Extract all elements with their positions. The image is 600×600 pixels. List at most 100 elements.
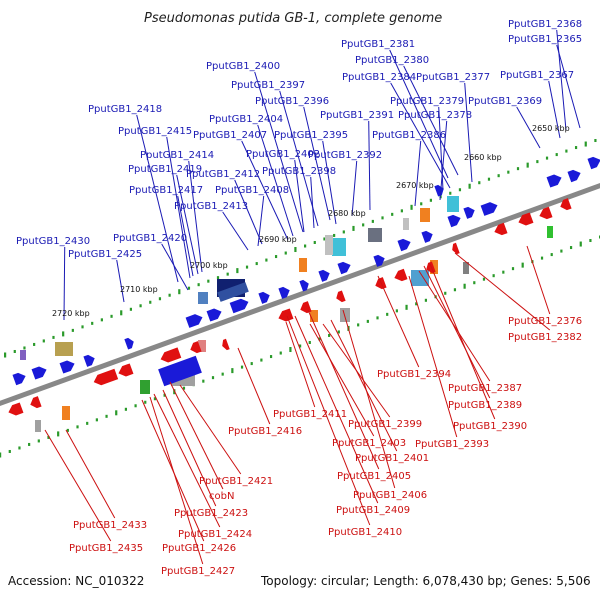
gene-arrow [124, 337, 134, 350]
tick-dot [279, 351, 282, 355]
tick-dot [71, 328, 74, 332]
tick-dot [391, 212, 394, 216]
gene-arrow [160, 347, 182, 363]
tick-dot [555, 153, 558, 157]
gene-label-top: PputGB1_2400 [206, 61, 280, 72]
leader-line [285, 321, 316, 408]
tick-dot [511, 267, 515, 271]
feature-box [332, 238, 346, 256]
leader-line [389, 49, 449, 179]
leader-line [294, 159, 305, 233]
gene-label-bottom: PputGB1_2423 [174, 508, 248, 519]
kbp-tick-label: 2670 kbp [396, 181, 434, 190]
leader-line [548, 80, 561, 139]
tick-dot [255, 262, 258, 266]
kbp-tick-label: 2680 kbp [328, 209, 366, 218]
tick-dot [386, 312, 389, 316]
tick-dot [328, 333, 331, 337]
gene-arrow [567, 169, 581, 183]
tick-dot [13, 349, 16, 353]
gene-arrow [300, 301, 312, 314]
tick-dot [105, 414, 108, 418]
leader-line [177, 195, 194, 277]
leader-line [179, 384, 242, 475]
feature-box [140, 380, 150, 394]
tick-dot [569, 246, 573, 250]
gene-label-bottom: PputGB1_2405 [337, 471, 411, 482]
tick-dot [8, 449, 11, 453]
gene-label-top: PputGB1_2414 [140, 150, 214, 161]
gene-label-bottom: PputGB1_2389 [448, 400, 522, 411]
tick-dot [52, 335, 55, 339]
tick-dot [371, 219, 374, 223]
leader-line [286, 315, 371, 526]
leader-line [136, 114, 179, 283]
tick-dot [526, 162, 529, 168]
gene-label-bottom: PputGB1_2387 [448, 383, 522, 394]
gene-arrow [587, 156, 600, 170]
gene-arrows [8, 156, 600, 416]
tick-dot [115, 410, 118, 416]
gene-arrow [278, 286, 290, 299]
leader-line [116, 259, 125, 303]
tick-dot [221, 372, 224, 376]
kbp-tick-label: 2690 kbp [259, 235, 297, 244]
tick-dot [308, 340, 311, 344]
tick-dot [550, 253, 553, 257]
tick-dot [410, 204, 413, 210]
gene-arrow [336, 290, 346, 303]
leader-line [166, 136, 191, 279]
gene-block [158, 355, 202, 387]
tick-dot [91, 321, 94, 325]
gene-arrow [373, 254, 385, 267]
genome-backbone [0, 182, 600, 407]
tick-dot [226, 272, 229, 276]
gene-arrow [222, 338, 230, 351]
tick-dot [260, 358, 263, 362]
leader-line [254, 71, 304, 233]
tick-dot [540, 256, 544, 260]
tick-dot [333, 233, 336, 237]
tick-dot [250, 362, 253, 366]
leader-line [63, 246, 66, 321]
tick-dot [124, 407, 128, 411]
leader-line [342, 309, 396, 489]
tick-dot [178, 289, 181, 295]
gene-label-bottom: PputGB1_2421 [199, 476, 273, 487]
gene-arrow [480, 202, 498, 216]
gene-label-bottom: PputGB1_2426 [162, 543, 236, 554]
gene-label-bottom: PputGB1_2410 [328, 527, 402, 538]
tick-dot [47, 435, 50, 439]
leader-line [377, 275, 420, 368]
tick-dot [245, 265, 249, 269]
tick-dot [23, 346, 26, 350]
gene-label-bottom: PputGB1_2393 [415, 439, 489, 450]
tick-dot [342, 230, 345, 234]
gene-arrow [12, 372, 26, 386]
tick-dot [536, 160, 539, 164]
tick-dot [236, 268, 239, 274]
gene-label-top: PputGB1_2412 [186, 169, 260, 180]
gene-label-top: PputGB1_2413 [174, 201, 248, 212]
leader-line [322, 140, 337, 225]
tick-dot [560, 249, 563, 253]
gene-label-top: PputGB1_2377 [416, 72, 490, 83]
leader-line [351, 160, 358, 217]
gene-arrow [278, 308, 294, 322]
tick-dot [153, 397, 157, 401]
gene-label-top: PputGB1_2398 [262, 166, 336, 177]
tick-dot [458, 188, 462, 192]
feature-box [463, 262, 469, 274]
genome-summary-text: Topology: circular; Length: 6,078,430 bp… [260, 574, 591, 588]
gene-label-bottom: PputGB1_2427 [161, 566, 235, 577]
gene-arrow [185, 314, 203, 328]
tick-dot [139, 304, 142, 308]
gene-arrow [30, 396, 42, 409]
gene-label-top: PputGB1_2407 [193, 130, 267, 141]
gene-label-top: PputGB1_2391 [320, 110, 394, 121]
tick-dot [574, 146, 578, 150]
tick-dot [357, 323, 360, 327]
leader-line [309, 323, 375, 437]
gene-label-top: PputGB1_2367 [500, 70, 574, 81]
